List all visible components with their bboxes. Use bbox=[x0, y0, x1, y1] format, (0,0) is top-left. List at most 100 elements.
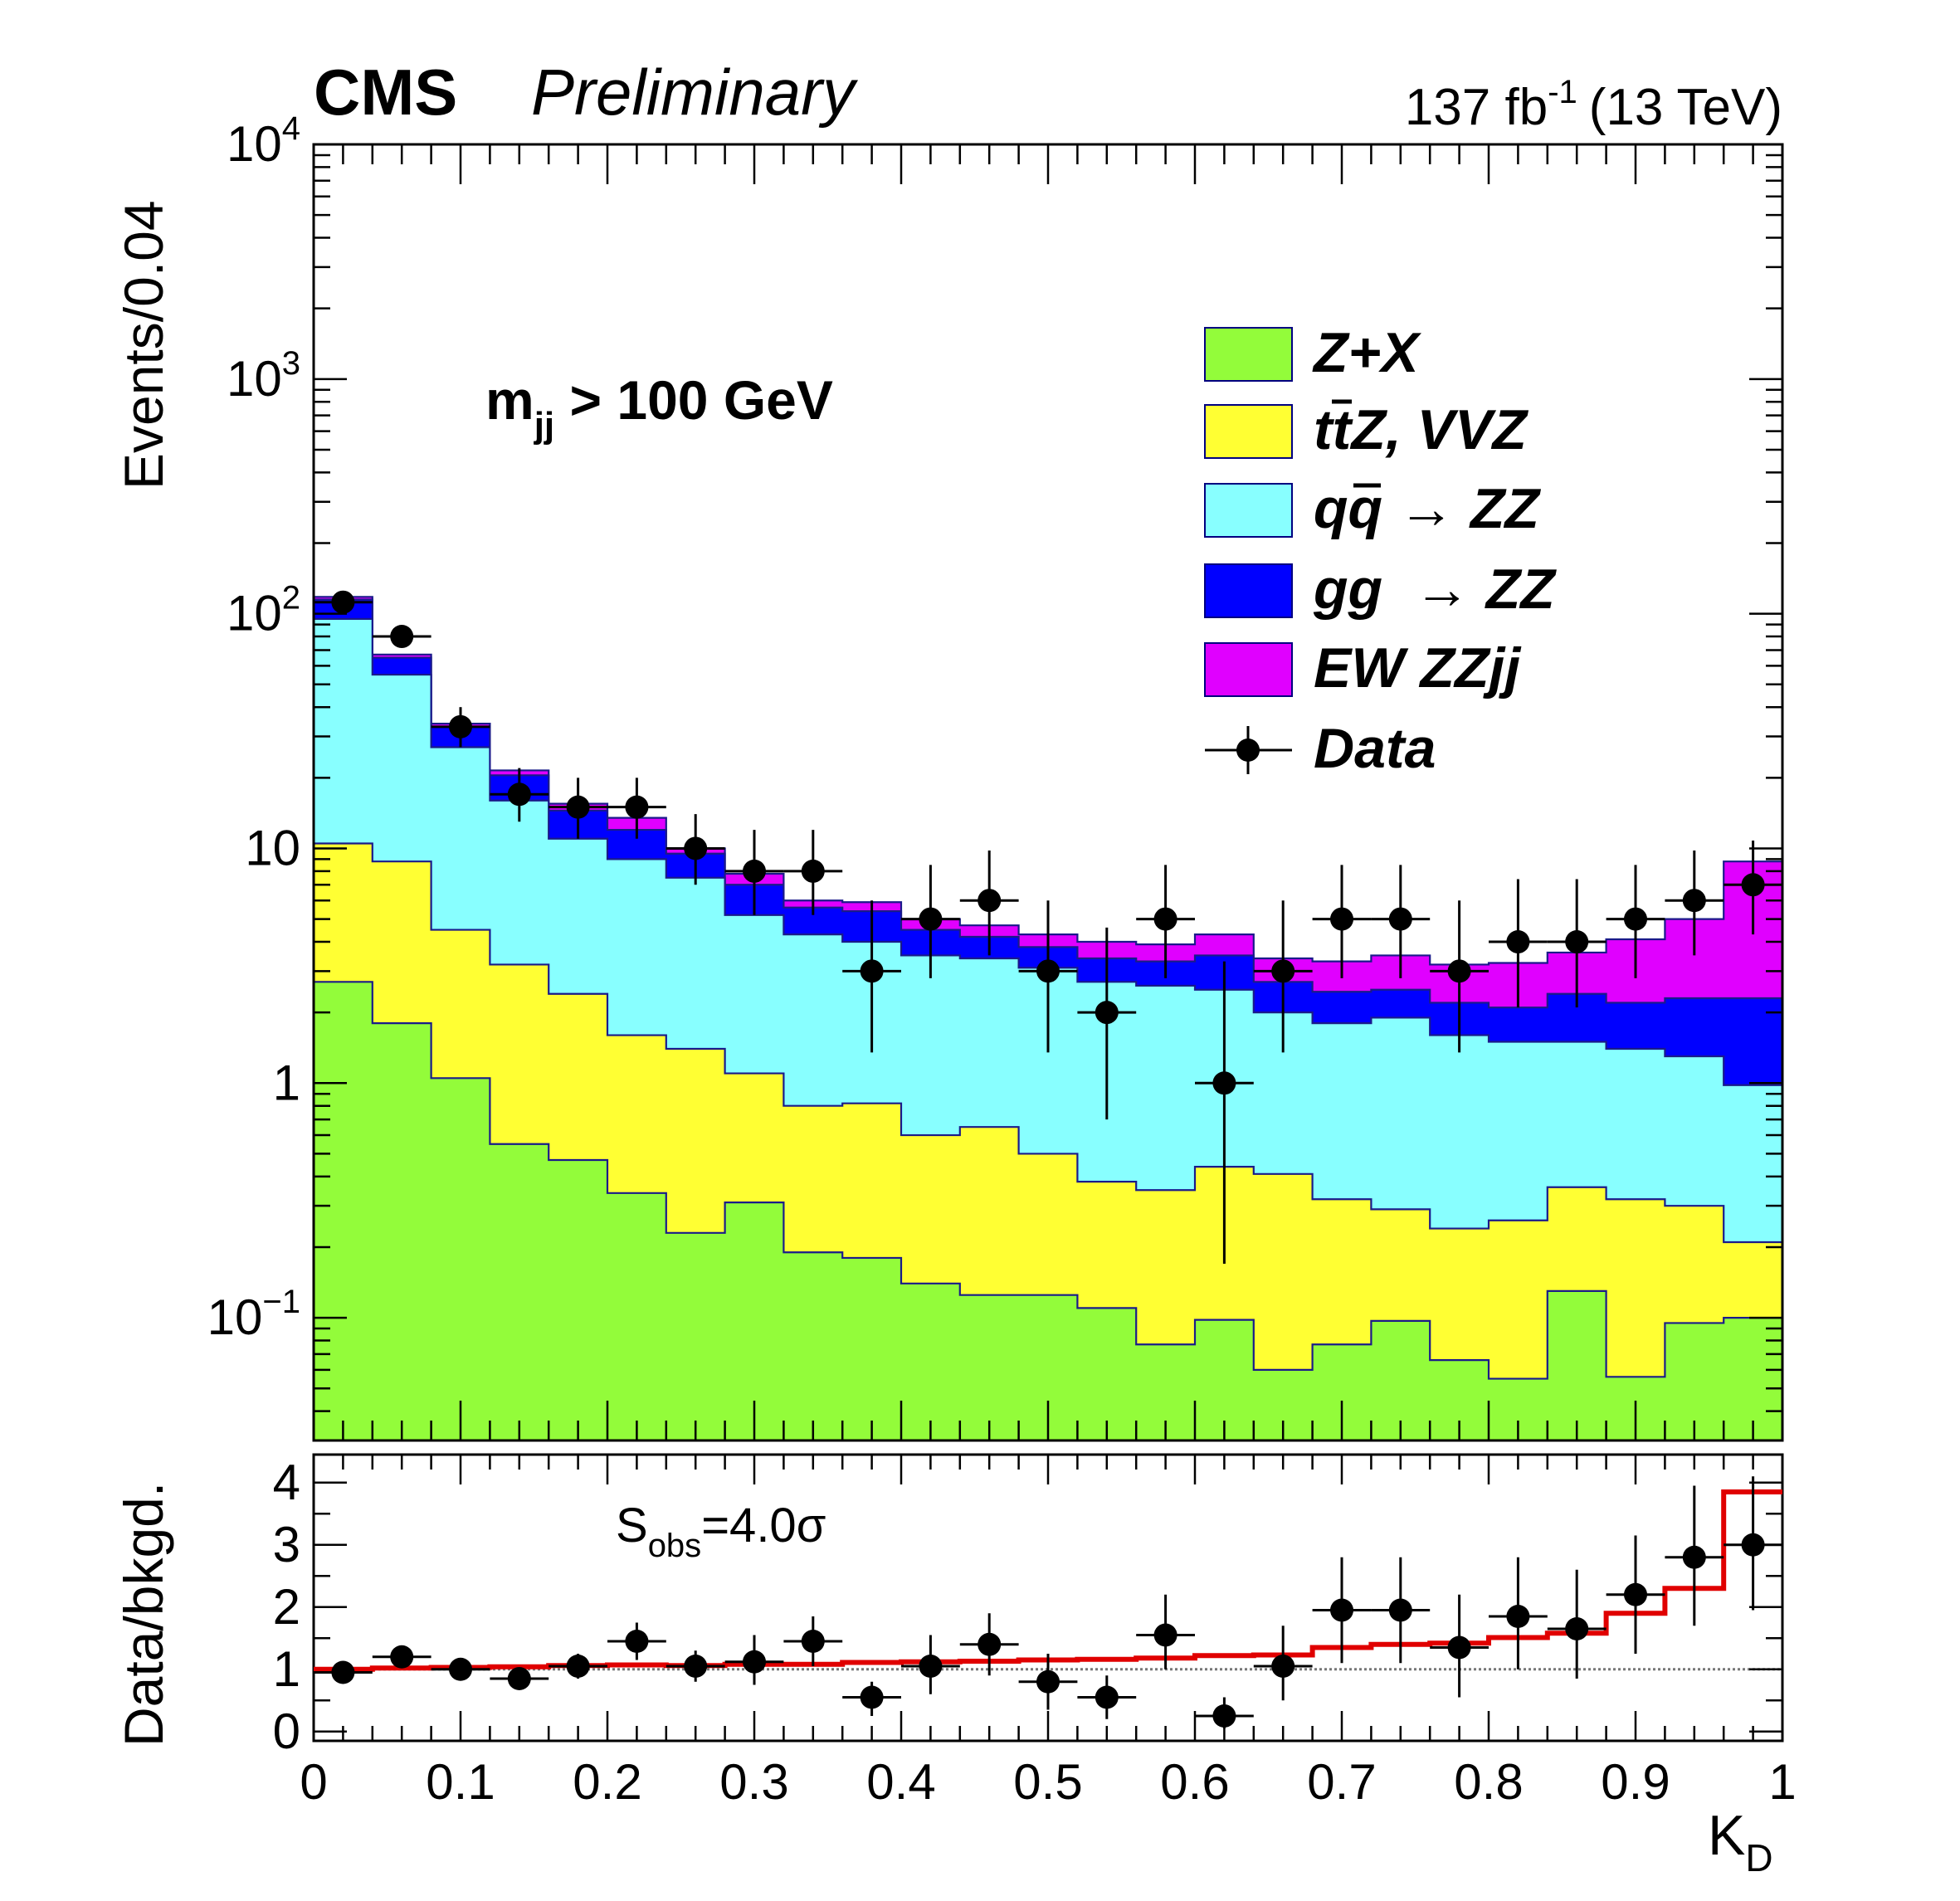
data-point bbox=[507, 782, 531, 807]
legend-label-zx: Z+X bbox=[1312, 321, 1421, 384]
ratio-point bbox=[1682, 1545, 1706, 1569]
legend-swatch-zx bbox=[1204, 327, 1293, 382]
legend-label-qqzz-q: q bbox=[1314, 477, 1348, 540]
data-point bbox=[1153, 907, 1177, 931]
y-tick-label: 10 bbox=[245, 820, 300, 875]
ratio-point bbox=[1506, 1605, 1530, 1628]
selection-var: m bbox=[485, 369, 534, 431]
y-axis-label: Events/0.04 bbox=[113, 200, 174, 490]
x-tick-label: 0.4 bbox=[866, 1754, 935, 1810]
data-point bbox=[1212, 1071, 1236, 1095]
data-point bbox=[1271, 959, 1295, 983]
data-point bbox=[684, 836, 708, 860]
data-point bbox=[743, 859, 766, 883]
ratio-y-tick-label: 0 bbox=[273, 1704, 300, 1759]
x-tick-label: 1 bbox=[1768, 1754, 1796, 1810]
ratio-point bbox=[1212, 1704, 1236, 1728]
data-point bbox=[625, 795, 649, 819]
data-point bbox=[1741, 873, 1765, 897]
ratio-point bbox=[1447, 1635, 1471, 1660]
x-axis-label-sub: D bbox=[1745, 1836, 1772, 1879]
data-point bbox=[1388, 907, 1412, 931]
legend-label-ttz-t: t bbox=[1314, 398, 1334, 461]
legend-label-ttz: ttZ, VVZ bbox=[1314, 398, 1529, 461]
legend-data-marker bbox=[1236, 738, 1260, 762]
ratio-point bbox=[390, 1645, 414, 1669]
ratio-point bbox=[507, 1667, 531, 1690]
data-point bbox=[860, 959, 884, 983]
data-point bbox=[1506, 930, 1530, 954]
expected-ratio-line bbox=[314, 1489, 1782, 1672]
x-tick-label: 0.3 bbox=[719, 1754, 788, 1810]
legend-label-ewzzjj: EW ZZjj bbox=[1314, 636, 1522, 699]
ratio-point bbox=[801, 1630, 825, 1653]
ratio-point bbox=[684, 1655, 708, 1678]
data-point bbox=[390, 625, 414, 649]
lumi-label: 137 fb-1 (13 TeV) bbox=[1405, 74, 1782, 136]
ratio-y-axis-label: Data/bkgd. bbox=[113, 1482, 174, 1747]
y-tick-label: 102 bbox=[227, 580, 300, 641]
legend: Z+X ttZ, VVZ qq → ZZ gg → ZZ EW ZZjj Dat… bbox=[1204, 321, 1557, 780]
legend-label-qqzz-qbar: q bbox=[1348, 477, 1383, 540]
data-point bbox=[1447, 959, 1471, 983]
ratio-y-tick-label: 3 bbox=[273, 1517, 300, 1572]
data-point bbox=[331, 590, 355, 614]
ratio-point bbox=[1036, 1669, 1060, 1694]
significance-symbol-sub: obs bbox=[648, 1528, 702, 1564]
main-panel: 10−1 1 10 102 103 104 bbox=[207, 110, 1784, 1442]
lumi-exponent: -1 bbox=[1548, 74, 1577, 110]
experiment-label: CMS bbox=[314, 56, 457, 129]
legend-swatch-qqzz bbox=[1204, 483, 1293, 538]
main-panel-axes: 10−1 1 10 102 103 104 bbox=[207, 110, 1784, 1442]
data-point bbox=[1036, 959, 1060, 983]
data-point bbox=[801, 859, 825, 883]
data-point bbox=[1330, 907, 1353, 931]
legend-label-ttz-rest: Z, VVZ bbox=[1349, 398, 1529, 461]
legend-label-qqzz: qq → ZZ bbox=[1314, 477, 1541, 540]
selection-var-sub: jj bbox=[534, 405, 554, 446]
data-point bbox=[919, 907, 943, 931]
ratio-point bbox=[1271, 1655, 1295, 1678]
data-point bbox=[1682, 889, 1706, 913]
legend-swatch-ewzzjj bbox=[1204, 642, 1293, 697]
data-point bbox=[1095, 1001, 1119, 1025]
x-tick-label: 0.1 bbox=[426, 1754, 495, 1810]
significance-symbol: S bbox=[616, 1499, 648, 1552]
legend-label-ggzz: gg → ZZ bbox=[1313, 558, 1557, 621]
ratio-point bbox=[449, 1657, 472, 1681]
x-axis-label-base: K bbox=[1708, 1804, 1745, 1867]
ratio-point bbox=[860, 1685, 884, 1709]
x-tick-label: 0.2 bbox=[573, 1754, 641, 1810]
ratio-point bbox=[1624, 1582, 1647, 1606]
ratio-point bbox=[743, 1650, 766, 1674]
data-point bbox=[978, 889, 1002, 913]
x-axis-label: KD bbox=[1708, 1804, 1773, 1879]
legend-swatch-ttz bbox=[1204, 404, 1293, 459]
energy-value: (13 TeV) bbox=[1589, 79, 1782, 136]
x-tick-label: 0.6 bbox=[1160, 1754, 1229, 1810]
data-point bbox=[449, 714, 472, 738]
legend-label-ttz-tbar: t bbox=[1333, 398, 1353, 461]
ratio-point bbox=[331, 1660, 355, 1684]
x-tick-label: 0 bbox=[300, 1754, 327, 1810]
y-tick-label: 104 bbox=[227, 110, 300, 172]
legend-swatch-ggzz bbox=[1204, 563, 1293, 618]
ratio-point bbox=[919, 1655, 943, 1678]
significance-value: =4.0σ bbox=[701, 1499, 826, 1552]
legend-label-qqzz-rest: → ZZ bbox=[1382, 477, 1541, 540]
ratio-point bbox=[1388, 1598, 1412, 1622]
lumi-value: 137 fb bbox=[1405, 79, 1548, 136]
y-tick-label: 103 bbox=[227, 345, 300, 407]
selection-cut: > 100 GeV bbox=[554, 369, 833, 431]
x-tick-label: 0.9 bbox=[1601, 1754, 1670, 1810]
ratio-point bbox=[566, 1655, 590, 1678]
ratio-panel: 0 1 2 3 4 0 0.1 0.2 0.3 0.4 0.5 0.6 0.7 0.8 0.9 1 bbox=[273, 1453, 1797, 1810]
x-tick-label: 0.7 bbox=[1307, 1754, 1376, 1810]
ratio-y-tick-label: 2 bbox=[273, 1579, 300, 1635]
data-points bbox=[314, 590, 1782, 1264]
ratio-point bbox=[1095, 1685, 1119, 1709]
ratio-point bbox=[1330, 1598, 1353, 1622]
ratio-point bbox=[1153, 1623, 1177, 1647]
ratio-point bbox=[978, 1632, 1002, 1656]
